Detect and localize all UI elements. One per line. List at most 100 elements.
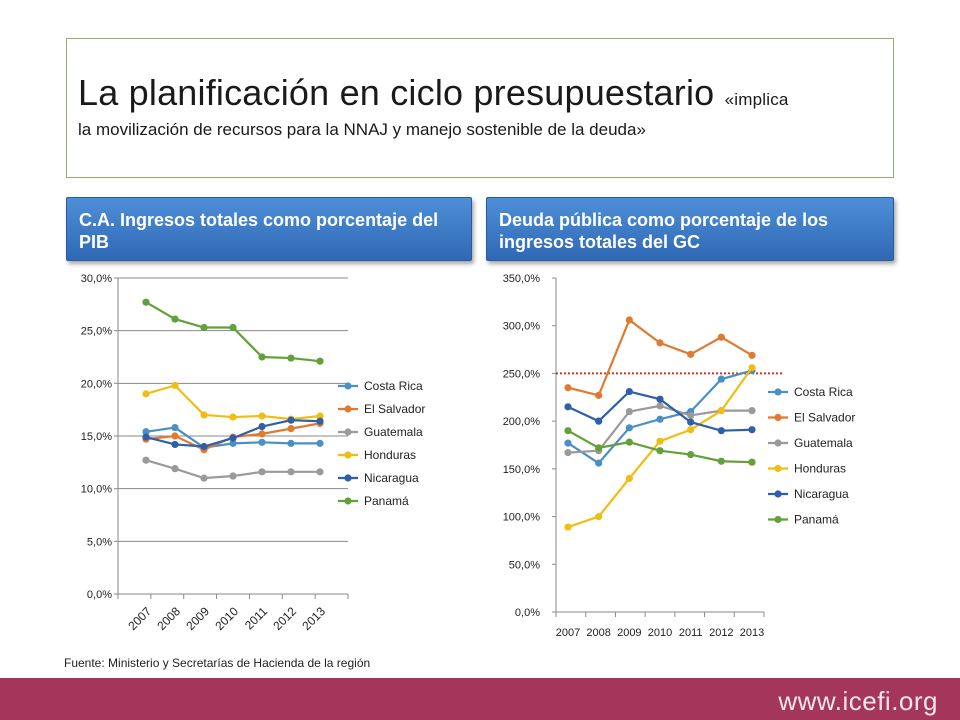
legend-entry: Panamá	[768, 513, 839, 527]
data-point	[258, 430, 266, 438]
series-nicaragua	[142, 416, 324, 451]
legend-entry: El Salvador	[768, 411, 855, 425]
data-point	[258, 353, 266, 361]
legend-label: Costa Rica	[364, 379, 423, 393]
data-point	[200, 442, 208, 451]
x-tick-label: 2011	[679, 627, 703, 639]
series-honduras	[564, 364, 756, 531]
data-point	[717, 457, 725, 465]
legend-marker	[344, 497, 352, 505]
data-point	[200, 411, 208, 419]
y-tick-label: 100,0%	[503, 512, 541, 524]
legend-entry: Guatemala	[338, 425, 423, 439]
data-point	[595, 512, 603, 521]
legend-entry: El Salvador	[338, 402, 425, 416]
y-tick-label: 20,0%	[81, 378, 112, 390]
title-text: La planificación en ciclo presupuestario	[78, 72, 715, 113]
y-tick-label: 50,0%	[509, 559, 540, 571]
x-tick-label: 2007	[556, 627, 580, 639]
chart-1: 0,0%5,0%10,0%15,0%20,0%25,0%30,0%2007 200…	[81, 273, 426, 633]
data-point	[625, 316, 633, 324]
data-point	[564, 449, 572, 457]
series-panam-	[564, 427, 756, 466]
data-point	[687, 350, 695, 358]
y-tick-label: 0,0%	[87, 589, 112, 601]
data-point	[171, 440, 179, 449]
data-point	[564, 384, 572, 392]
legend-marker	[774, 439, 782, 447]
data-point	[200, 474, 208, 482]
legend-marker	[344, 428, 352, 436]
x-tick-label: 2013	[299, 604, 328, 633]
x-tick-label: 2010	[648, 627, 672, 639]
data-point	[625, 387, 633, 396]
legend-entry: Nicaragua	[338, 471, 419, 485]
legend-entry: Costa Rica	[768, 385, 853, 399]
series-costa-rica	[142, 423, 324, 452]
data-point	[717, 407, 725, 415]
data-point	[171, 432, 179, 440]
legend-label: Panamá	[364, 494, 409, 508]
legend-label: Panamá	[794, 513, 839, 527]
data-point	[564, 403, 572, 411]
data-point	[200, 323, 208, 332]
y-tick-label: 250,0%	[503, 368, 541, 380]
data-point	[748, 407, 756, 415]
legend-entry: Honduras	[338, 448, 416, 462]
data-point	[316, 412, 324, 420]
data-point	[687, 450, 695, 459]
data-point	[258, 438, 266, 446]
data-point	[229, 434, 237, 442]
legend-label: Costa Rica	[794, 385, 853, 399]
x-tick-label: 2009	[183, 604, 212, 633]
legend-marker	[774, 388, 782, 396]
x-tick-label: 2008	[586, 627, 610, 639]
data-point	[258, 412, 266, 420]
x-tick-label: 2011	[242, 604, 270, 632]
data-point	[595, 444, 603, 452]
series-nicaragua	[564, 387, 756, 435]
data-point	[748, 351, 756, 359]
data-point	[625, 438, 633, 446]
data-point	[656, 402, 664, 410]
data-point	[656, 339, 664, 347]
y-tick-label: 15,0%	[81, 431, 112, 443]
data-point	[287, 425, 295, 433]
data-point	[142, 456, 150, 464]
legend-marker	[344, 451, 352, 459]
data-point	[687, 418, 695, 426]
footer-bar: www.icefi.org	[0, 678, 960, 720]
x-tick-label: 2013	[740, 627, 764, 639]
legend-marker	[344, 405, 352, 413]
y-tick-label: 5,0%	[87, 536, 112, 548]
data-point	[287, 416, 295, 424]
x-tick-label: 2008	[154, 604, 183, 633]
legend-label: Guatemala	[794, 436, 853, 450]
y-tick-label: 300,0%	[503, 321, 541, 333]
y-tick-label: 200,0%	[503, 416, 541, 428]
data-point	[717, 375, 725, 383]
data-point	[171, 423, 179, 432]
legend-marker	[774, 464, 782, 473]
legend-marker	[774, 413, 782, 422]
data-point	[316, 468, 324, 476]
series-honduras	[142, 381, 324, 423]
series-costa-rica	[564, 366, 756, 467]
data-point	[316, 417, 324, 425]
series-panam-	[142, 298, 324, 365]
data-point	[656, 395, 664, 403]
legend-entry: Panamá	[338, 494, 409, 508]
legend-label: Honduras	[364, 448, 416, 462]
data-point	[258, 468, 266, 476]
footer-url[interactable]: www.icefi.org	[778, 686, 938, 716]
data-point	[717, 427, 725, 435]
data-point	[287, 354, 295, 362]
data-point	[625, 408, 633, 416]
data-point	[229, 439, 237, 447]
y-tick-label: 30,0%	[81, 273, 112, 285]
data-point	[656, 437, 664, 445]
data-point	[142, 298, 150, 306]
data-point	[142, 390, 150, 398]
chart-2: 0,0% 50,0% 100,0% 150,0% 200,0% 250,0% 300,0% 3…	[503, 273, 856, 639]
